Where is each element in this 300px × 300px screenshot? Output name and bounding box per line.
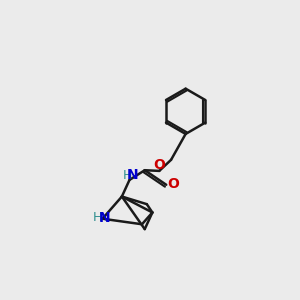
Text: H: H [93,211,103,224]
Text: H: H [123,169,132,182]
Text: O: O [167,177,178,190]
Text: O: O [153,158,165,172]
Text: N: N [98,211,110,225]
Text: N: N [127,168,139,182]
